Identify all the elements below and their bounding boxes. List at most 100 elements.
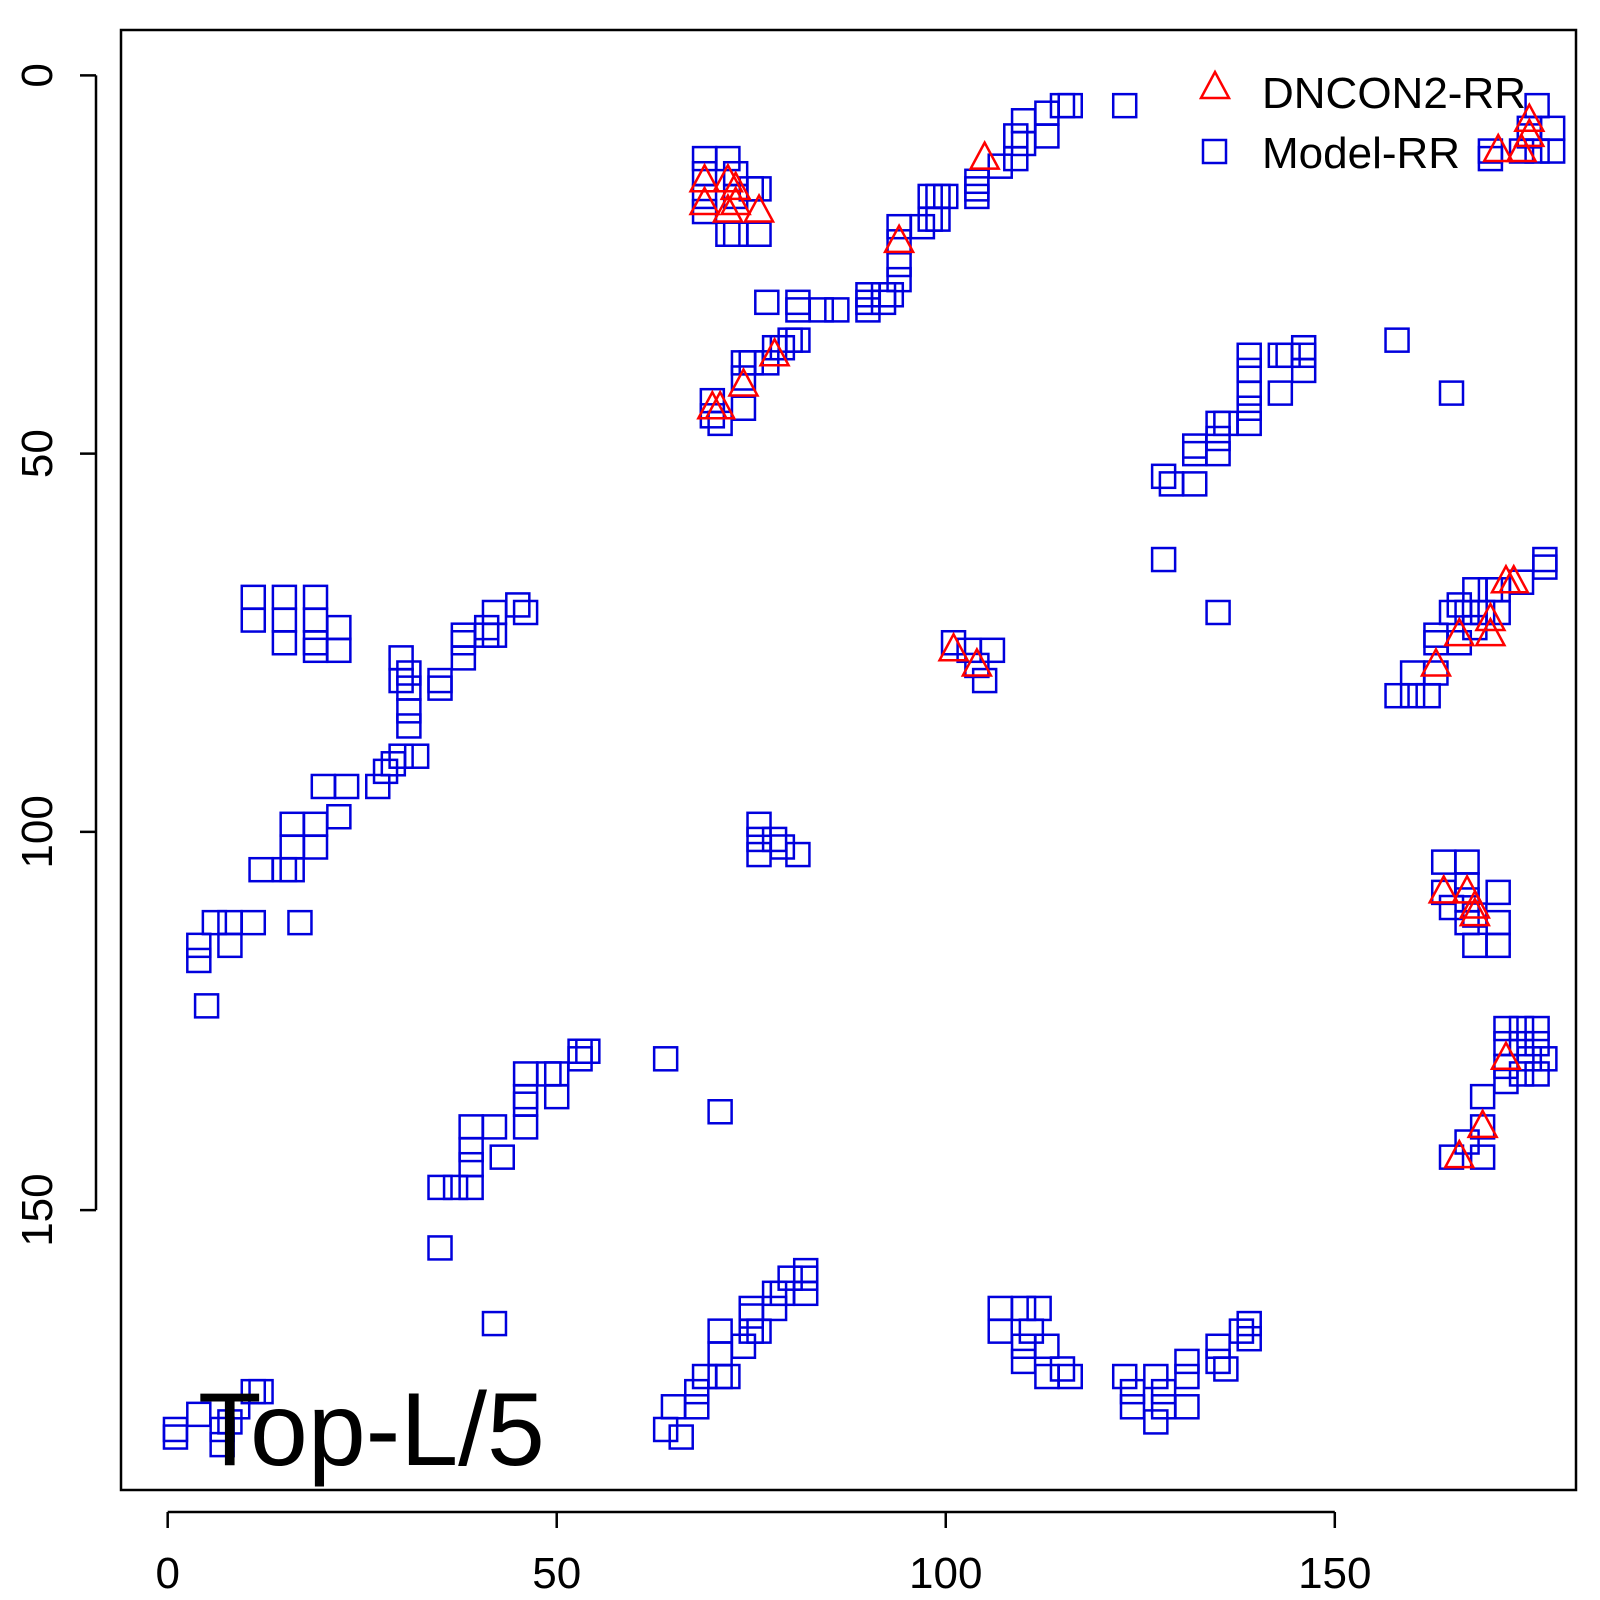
model-rr-point	[1119, 1394, 1146, 1420]
model-rr-point	[746, 811, 772, 838]
model-rr-point	[1508, 1061, 1535, 1087]
model-rr-point	[940, 629, 967, 656]
model-rr-point	[668, 1424, 694, 1450]
dncon2-rr-point	[1474, 616, 1507, 647]
legend-label-dncon2-rr: DNCON2-RR	[1262, 69, 1526, 118]
model-rr-point	[1267, 380, 1294, 406]
dncon2-rr-series	[688, 102, 1546, 1169]
model-rr-point	[365, 773, 391, 800]
model-rr-point	[707, 410, 733, 437]
dncon2-rr-point	[719, 170, 752, 201]
dncon2-rr-point	[758, 336, 791, 367]
x-tick-label: 150	[1298, 1549, 1371, 1598]
dncon2-rr-point	[1505, 132, 1538, 163]
model-rr-point	[427, 1235, 453, 1261]
dncon2-rr-point	[1427, 873, 1460, 904]
dncon2-rr-point	[1443, 1138, 1476, 1169]
model-rr-point	[1508, 1030, 1535, 1057]
model-rr-point	[1003, 123, 1029, 149]
model-rr-point	[193, 993, 220, 1019]
model-rr-point	[878, 282, 905, 308]
y-axis: 0 50 100 150	[13, 63, 98, 1247]
model-rr-point	[458, 1151, 484, 1178]
model-rr-point	[271, 629, 298, 656]
model-rr-point	[1516, 1046, 1543, 1072]
model-rr-point	[1205, 1333, 1231, 1360]
model-rr-point	[248, 1378, 274, 1405]
model-rr-point	[481, 622, 508, 648]
x-tick-label: 50	[532, 1549, 581, 1598]
model-rr-point	[684, 1378, 710, 1405]
model-rr-point	[1236, 395, 1262, 421]
y-tick-label: 150	[13, 1173, 62, 1246]
model-rr-point	[886, 229, 912, 255]
model-rr-point	[302, 637, 329, 664]
model-rr-point	[933, 183, 959, 210]
model-rr-point	[1205, 440, 1231, 467]
model-rr-point	[1236, 1310, 1262, 1337]
model-rr-point	[1454, 872, 1480, 898]
model-rr-point	[707, 1318, 733, 1344]
x-tick-label: 100	[909, 1549, 982, 1598]
plot-frame	[119, 28, 1578, 1492]
model-rr-point	[691, 183, 718, 210]
legend-square-icon	[1201, 138, 1228, 165]
model-rr-point	[403, 743, 430, 769]
model-rr-point	[1057, 92, 1084, 119]
dncon2-rr-point	[1466, 1108, 1499, 1139]
model-rr-point	[808, 297, 835, 323]
model-rr-point	[761, 1295, 788, 1322]
model-rr-point	[396, 675, 422, 701]
model-rr-point	[785, 327, 811, 353]
model-rr-point	[824, 297, 850, 323]
dncon2-rr-point	[1458, 896, 1491, 927]
dncon2-rr-point	[1474, 601, 1507, 632]
model-rr-point	[987, 153, 1013, 179]
dncon2-rr-point	[882, 223, 916, 254]
model-rr-point	[715, 145, 741, 172]
model-rr-point	[1111, 92, 1138, 119]
dncon2-rr-point	[937, 631, 970, 662]
model-rr-point	[1508, 569, 1535, 595]
model-rr-point	[326, 803, 352, 830]
model-rr-point	[1205, 425, 1231, 452]
model-rr-point	[1532, 1046, 1558, 1072]
model-rr-point	[575, 1038, 601, 1064]
model-rr-point	[1384, 682, 1410, 709]
dncon2-rr-point	[711, 162, 744, 193]
model-rr-point	[1010, 1348, 1037, 1375]
model-rr-point	[1236, 357, 1262, 384]
model-rr-point	[1485, 879, 1511, 906]
model-rr-point	[1205, 599, 1231, 626]
model-rr-point	[1469, 1083, 1496, 1110]
dncon2-rr-point	[1482, 132, 1515, 163]
model-rr-point	[769, 834, 796, 860]
model-rr-point	[1143, 1409, 1169, 1435]
x-axis: 0 50 100 150	[155, 1510, 1372, 1598]
model-rr-point	[730, 1333, 757, 1360]
model-rr-point	[396, 713, 422, 739]
model-rr-point	[505, 592, 531, 618]
model-rr-point	[730, 365, 757, 391]
model-rr-point	[1524, 1015, 1550, 1042]
model-rr-point	[707, 1099, 733, 1125]
model-rr-point	[652, 1046, 679, 1072]
model-rr-point	[1469, 1114, 1496, 1140]
model-rr-point	[1150, 1378, 1177, 1405]
model-rr-point	[886, 266, 912, 293]
dncon2-rr-point	[1458, 888, 1491, 919]
y-tick-label: 50	[13, 429, 62, 478]
model-rr-point	[1539, 138, 1566, 164]
model-rr-point	[201, 909, 228, 936]
model-rr-point	[427, 1174, 453, 1201]
model-rr-point	[543, 1083, 570, 1110]
model-rr-point	[761, 826, 788, 853]
dncon2-rr-point	[960, 646, 993, 677]
model-rr-point	[1485, 932, 1511, 959]
dncon2-rr-point	[719, 185, 752, 216]
model-rr-point	[785, 841, 811, 868]
dncon2-rr-point	[688, 162, 721, 193]
model-rr-point	[162, 1424, 189, 1450]
model-rr-point	[1493, 1030, 1519, 1057]
